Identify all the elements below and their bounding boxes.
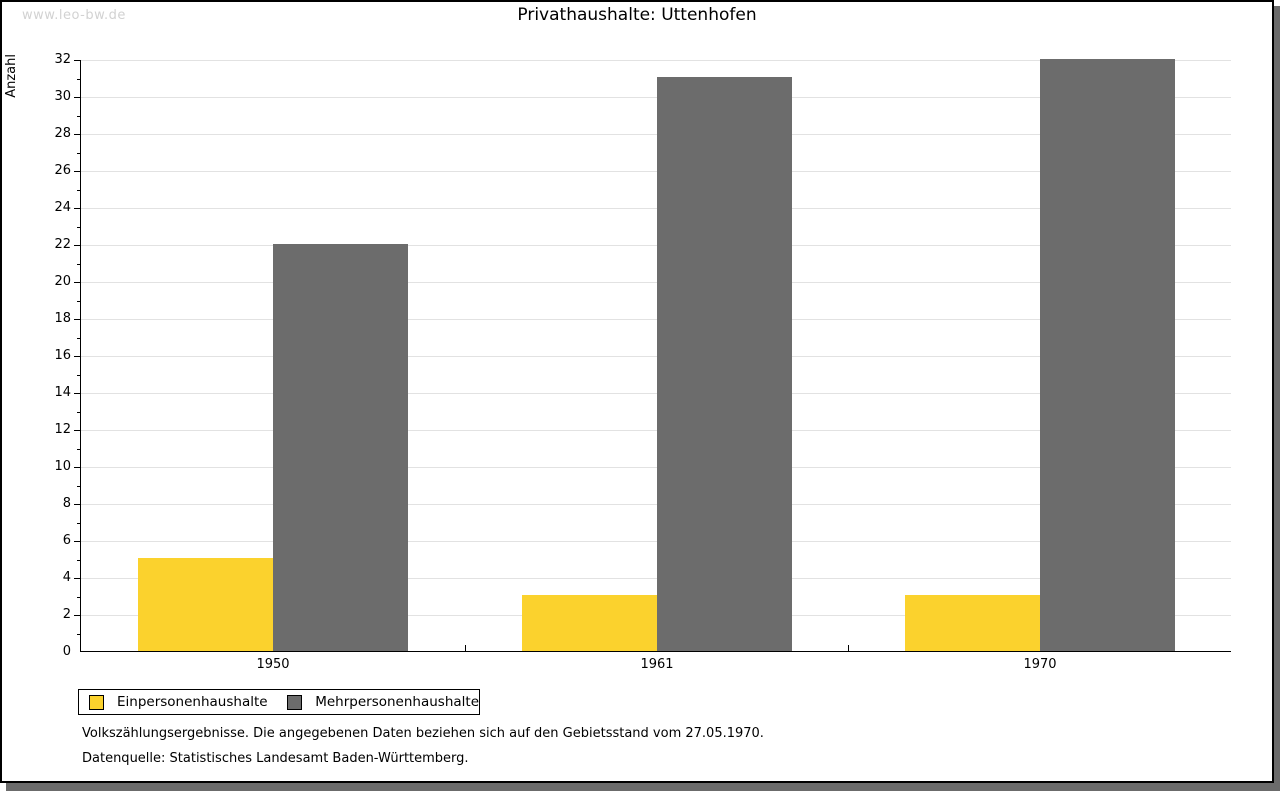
- y-gridline: [81, 356, 1231, 357]
- y-tick-major-icon: [74, 467, 80, 468]
- y-tick-minor-icon: [77, 560, 80, 561]
- legend-box: Einpersonenhaushalte Mehrpersonenhaushal…: [78, 689, 480, 715]
- y-tick-minor-icon: [77, 634, 80, 635]
- y-tick-major-icon: [74, 319, 80, 320]
- y-gridline: [81, 245, 1231, 246]
- y-tick-minor-icon: [77, 412, 80, 413]
- y-tick-major-icon: [74, 208, 80, 209]
- footnote-datenquelle: Datenquelle: Statistisches Landesamt Bad…: [82, 751, 469, 766]
- y-tick-label: 2: [62, 607, 71, 622]
- y-tick-major-icon: [74, 60, 80, 61]
- y-gridline: [81, 97, 1231, 98]
- chart-title: Privathaushalte: Uttenhofen: [517, 5, 757, 25]
- bar-mehrpersonenhaushalte: [273, 244, 408, 651]
- y-tick-label: 4: [62, 570, 71, 585]
- legend-item-einpersonenhaushalte: Einpersonenhaushalte: [89, 694, 268, 710]
- y-gridline: [81, 208, 1231, 209]
- y-tick-label: 16: [54, 348, 71, 363]
- bar-einpersonenhaushalte: [522, 595, 657, 651]
- y-tick-minor-icon: [77, 153, 80, 154]
- y-gridline: [81, 467, 1231, 468]
- y-tick-major-icon: [74, 245, 80, 246]
- y-tick-minor-icon: [77, 79, 80, 80]
- y-gridline: [81, 393, 1231, 394]
- y-gridline: [81, 60, 1231, 61]
- y-tick-minor-icon: [77, 338, 80, 339]
- y-gridline: [81, 541, 1231, 542]
- y-tick-minor-icon: [77, 190, 80, 191]
- y-tick-label: 28: [54, 126, 71, 141]
- y-gridline: [81, 171, 1231, 172]
- y-tick-major-icon: [74, 356, 80, 357]
- mehrpersonenhaushalte-swatch-icon: [287, 694, 303, 710]
- y-tick-label: 8: [62, 496, 71, 511]
- y-gridline: [81, 578, 1231, 579]
- legend-item-mehrpersonenhaushalte: Mehrpersonenhaushalte: [287, 694, 479, 710]
- y-tick-minor-icon: [77, 523, 80, 524]
- y-gridline: [81, 134, 1231, 135]
- y-tick-minor-icon: [77, 375, 80, 376]
- y-tick-label: 0: [62, 644, 71, 659]
- bar-einpersonenhaushalte: [905, 595, 1040, 651]
- y-tick-major-icon: [74, 541, 80, 542]
- y-tick-minor-icon: [77, 597, 80, 598]
- y-gridline: [81, 282, 1231, 283]
- bar-mehrpersonenhaushalte: [657, 77, 792, 651]
- einpersonenhaushalte-swatch-icon: [89, 694, 104, 710]
- x-tick-icon: [848, 645, 849, 651]
- plot-area: 2 4 6 8 10 12 14 16 18 20 22 24 26 28 30 32 0 1950 1961 197…: [54, 52, 1231, 672]
- x-tick-icon: [465, 645, 466, 651]
- y-tick-minor-icon: [77, 449, 80, 450]
- y-tick-label: 32: [54, 52, 71, 67]
- legend-label: Mehrpersonenhaushalte: [315, 694, 479, 710]
- y-gridline: [81, 430, 1231, 431]
- y-tick-major-icon: [74, 134, 80, 135]
- y-tick-major-icon: [74, 97, 80, 98]
- footnote-gebietsstand: Volkszählungsergebnisse. Die angegebenen…: [82, 726, 764, 741]
- y-tick-major-icon: [74, 430, 80, 431]
- y-gridline: [81, 319, 1231, 320]
- y-tick-major-icon: [74, 282, 80, 283]
- watermark: www.leo-bw.de: [22, 8, 126, 23]
- y-tick-major-icon: [74, 615, 80, 616]
- legend-label: Einpersonenhaushalte: [117, 694, 268, 710]
- y-tick-major-icon: [74, 504, 80, 505]
- x-tick-label: 1970: [1023, 657, 1057, 672]
- y-tick-minor-icon: [77, 264, 80, 265]
- x-tick-label: 1950: [256, 657, 290, 672]
- x-tick-label: 1961: [640, 657, 674, 672]
- y-tick-minor-icon: [77, 116, 80, 117]
- y-gridline: [81, 504, 1231, 505]
- y-tick-label: 22: [54, 237, 71, 252]
- y-tick-major-icon: [74, 578, 80, 579]
- y-tick-label: 20: [54, 274, 71, 289]
- y-tick-label: 26: [54, 163, 71, 178]
- y-tick-label: 18: [54, 311, 71, 326]
- y-tick-minor-icon: [77, 301, 80, 302]
- y-tick-label: 14: [54, 385, 71, 400]
- y-tick-minor-icon: [77, 486, 80, 487]
- y-tick-minor-icon: [77, 227, 80, 228]
- y-tick-label: 10: [54, 459, 71, 474]
- y-tick-label: 12: [54, 422, 71, 437]
- y-tick-label: 24: [54, 200, 71, 215]
- y-axis-label: Anzahl: [4, 54, 19, 98]
- y-tick-major-icon: [74, 171, 80, 172]
- bar-mehrpersonenhaushalte: [1040, 59, 1175, 651]
- y-tick-label: 30: [54, 89, 71, 104]
- bar-einpersonenhaushalte: [138, 558, 273, 651]
- y-tick-label: 6: [62, 533, 71, 548]
- y-tick-major-icon: [74, 393, 80, 394]
